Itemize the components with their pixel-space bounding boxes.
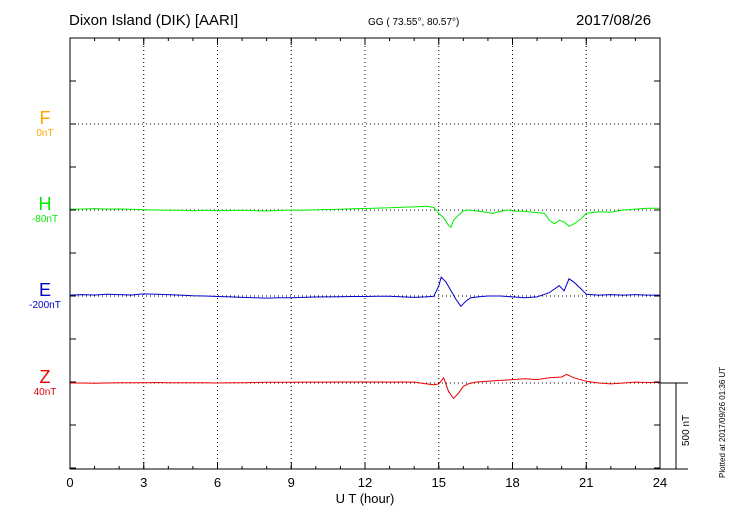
x-tick-label: 24 [653, 475, 667, 490]
series-h-line [69, 205, 660, 228]
channel-z-label: Z [39, 367, 51, 387]
channel-h-label: H [38, 194, 52, 214]
series-e-line [69, 276, 660, 308]
channel-f-label: F [39, 108, 51, 128]
channel-e-label: E [38, 280, 51, 300]
channel-f-offset: 0nT [36, 128, 54, 139]
x-tick-label: 6 [214, 475, 221, 490]
station-title: Dixon Island (DIK) [AARI] [69, 12, 239, 29]
x-axis-label: U T (hour) [336, 491, 395, 506]
x-tick-label: 12 [358, 475, 372, 490]
x-tick-label: 3 [140, 475, 147, 490]
series-z-line [70, 373, 660, 400]
channel-e-offset: -200nT [29, 300, 61, 311]
plotted-timestamp: Plotted at 2017/09/26 01:36 UT [718, 366, 727, 478]
channel-h-offset: -80nT [31, 214, 59, 225]
geographic-coords: GG ( 73.55°, 80.57°) [368, 17, 460, 28]
x-tick-label: 21 [579, 475, 593, 490]
x-tick-label: 15 [432, 475, 446, 490]
grid-layer [70, 38, 660, 469]
axis-layer: 0 3 6 9 12 15 18 21 24 U T (hour) [66, 37, 688, 506]
x-tick-label: 9 [288, 475, 295, 490]
x-tick-label: 0 [66, 475, 73, 490]
date-title: 2017/08/26 [576, 12, 652, 29]
channel-z-offset: 40nT [33, 387, 57, 398]
series-layer [69, 205, 660, 400]
x-tick-label: 18 [505, 475, 519, 490]
scale-bar-label: 500 nT [681, 414, 692, 446]
